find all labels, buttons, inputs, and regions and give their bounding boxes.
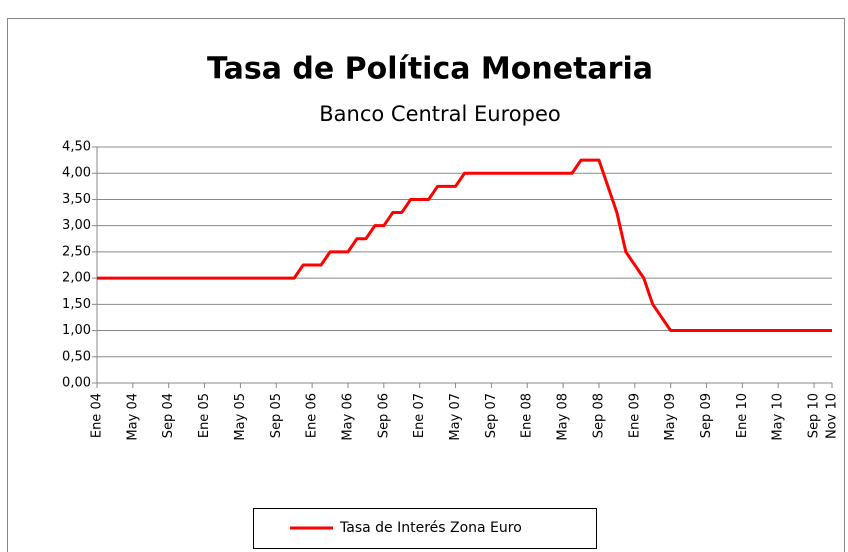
x-tick-label: Ene 05 bbox=[197, 393, 212, 438]
y-tick-label: 1,00 bbox=[62, 323, 91, 338]
x-tick-label: Sep 04 bbox=[161, 393, 176, 438]
x-tick-label: May 05 bbox=[233, 393, 248, 441]
x-tick-label: Ene 08 bbox=[520, 393, 535, 438]
x-tick-label: Ene 04 bbox=[90, 393, 105, 438]
x-tick-label: May 07 bbox=[448, 393, 463, 441]
y-tick-label: 4,00 bbox=[62, 166, 91, 181]
y-tick-label: 2,00 bbox=[62, 271, 91, 286]
x-tick-label: Ene 07 bbox=[412, 393, 427, 438]
x-tick-label: Sep 05 bbox=[269, 393, 284, 438]
x-tick-label: Sep 06 bbox=[376, 393, 391, 438]
legend-label: Tasa de Interés Zona Euro bbox=[339, 520, 522, 536]
x-tick-label: Ene 10 bbox=[735, 393, 750, 438]
x-tick-label: May 06 bbox=[340, 393, 355, 441]
line-series bbox=[97, 158, 832, 333]
x-tick-label: May 10 bbox=[771, 393, 786, 441]
y-tick-label: 3,00 bbox=[62, 218, 91, 233]
y-tick-label: 3,50 bbox=[62, 192, 91, 207]
x-tick-label: May 08 bbox=[556, 393, 571, 441]
x-tick-label: Sep 08 bbox=[591, 393, 606, 438]
chart-subtitle: Banco Central Europeo bbox=[319, 102, 561, 126]
x-tick-label: Ene 06 bbox=[305, 393, 320, 438]
y-tick-label: 2,50 bbox=[62, 244, 91, 259]
x-tick-label: Sep 07 bbox=[484, 393, 499, 438]
chart-title: Tasa de Política Monetaria bbox=[207, 52, 653, 87]
y-tick-label: 0,00 bbox=[62, 376, 91, 391]
y-tick-label: 1,50 bbox=[62, 297, 91, 312]
x-tick-label: Sep 10 bbox=[807, 393, 822, 438]
x-tick-label: May 09 bbox=[663, 393, 678, 441]
x-tick-label: Nov 10 bbox=[825, 393, 840, 439]
y-tick-label: 0,50 bbox=[62, 349, 91, 364]
chart-border bbox=[7, 18, 845, 552]
y-tick-label: 4,50 bbox=[62, 140, 91, 155]
x-tick-label: Sep 09 bbox=[699, 393, 714, 438]
x-tick-label: May 04 bbox=[125, 393, 140, 441]
x-tick-label: Ene 09 bbox=[627, 393, 642, 438]
